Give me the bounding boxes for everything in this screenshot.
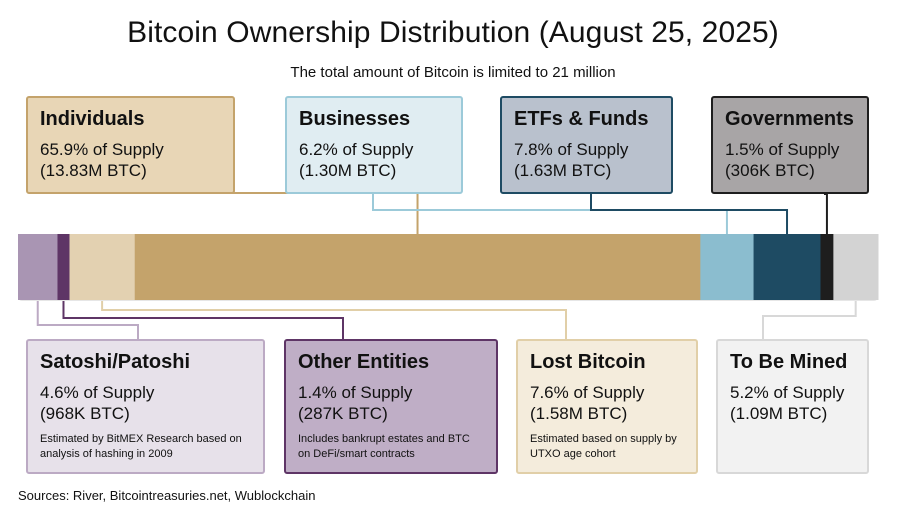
legend-note-satoshi-patoshi: Estimated by BitMEX Research based on an… [40,433,242,460]
legend-pct-lost-bitcoin: 7.6% of Supply [530,383,645,402]
legend-pct-businesses: 6.2% of Supply [299,140,414,159]
stacked-bar [18,234,879,300]
sources-footnote: Sources: River, Bitcointreasuries.net, W… [18,488,316,503]
connector-to-be-mined [762,300,857,339]
bar-segment-etfs-funds [753,234,821,300]
legend-pct-satoshi-patoshi: 4.6% of Supply [40,383,155,402]
legend-btc-satoshi-patoshi: (968K BTC) [40,404,130,423]
bar-segment-lost-bitcoin [69,234,136,300]
legend-note-lost-bitcoin: Estimated based on supply by UTXO age co… [530,433,677,460]
bar-segment-other-entities [57,234,70,300]
connector-lost-bitcoin [101,300,567,339]
legend-btc-lost-bitcoin: (1.58M BTC) [530,404,628,423]
bar-segment-individuals [134,234,701,300]
bar-segment-businesses [700,234,755,300]
legend-name-etfs-funds: ETFs & Funds [514,108,649,130]
connector-other-entities [62,300,344,339]
legend-pct-other-entities: 1.4% of Supply [298,383,413,402]
legend-box-to-be-mined: To Be Mined 5.2% of Supply (1.09M BTC) [716,339,869,474]
legend-btc-to-be-mined: (1.09M BTC) [730,404,828,423]
legend-btc-individuals: (13.83M BTC) [40,161,147,180]
legend-box-individuals: Individuals 65.9% of Supply (13.83M BTC) [26,96,235,194]
connector-satoshi-patoshi [36,300,139,339]
legend-name-individuals: Individuals [40,108,145,130]
legend-box-governments: Governments 1.5% of Supply (306K BTC) [711,96,869,194]
bar-segment-satoshi-patoshi [18,234,58,300]
legend-btc-other-entities: (287K BTC) [298,404,388,423]
legend-name-other-entities: Other Entities [298,351,430,373]
legend-pct-to-be-mined: 5.2% of Supply [730,383,845,402]
chart-title: Bitcoin Ownership Distribution (August 2… [127,16,779,49]
legend-name-businesses: Businesses [299,108,411,130]
bar-segment-governments [820,234,834,300]
legend-btc-businesses: (1.30M BTC) [299,161,397,180]
legend-box-businesses: Businesses 6.2% of Supply (1.30M BTC) [285,96,463,194]
chart-subtitle: The total amount of Bitcoin is limited t… [290,64,616,81]
connector-governments [824,193,828,234]
legend-name-lost-bitcoin: Lost Bitcoin [530,351,646,373]
legend-box-lost-bitcoin: Lost Bitcoin 7.6% of Supply (1.58M BTC) … [516,339,698,474]
legend-box-etfs-funds: ETFs & Funds 7.8% of Supply (1.63M BTC) [500,96,673,194]
legend-pct-governments: 1.5% of Supply [725,140,840,159]
legend-btc-etfs-funds: (1.63M BTC) [514,161,612,180]
bar-segment-to-be-mined [833,234,879,300]
connector-individuals [142,192,419,234]
legend-pct-individuals: 65.9% of Supply [40,140,164,159]
legend-name-satoshi-patoshi: Satoshi/Patoshi [40,351,191,373]
legend-box-satoshi-patoshi: Satoshi/Patoshi 4.6% of Supply (968K BTC… [26,339,265,474]
legend-name-to-be-mined: To Be Mined [730,351,848,373]
legend-name-governments: Governments [725,108,854,130]
legend-btc-governments: (306K BTC) [725,161,815,180]
legend-note-other-entities: Includes bankrupt estates and BTC on DeF… [298,433,470,460]
legend-box-other-entities: Other Entities 1.4% of Supply (287K BTC)… [284,339,498,474]
connector-businesses [372,194,728,234]
legend-pct-etfs-funds: 7.8% of Supply [514,140,629,159]
connector-lines [36,192,857,339]
connector-etfs-funds [590,194,789,234]
